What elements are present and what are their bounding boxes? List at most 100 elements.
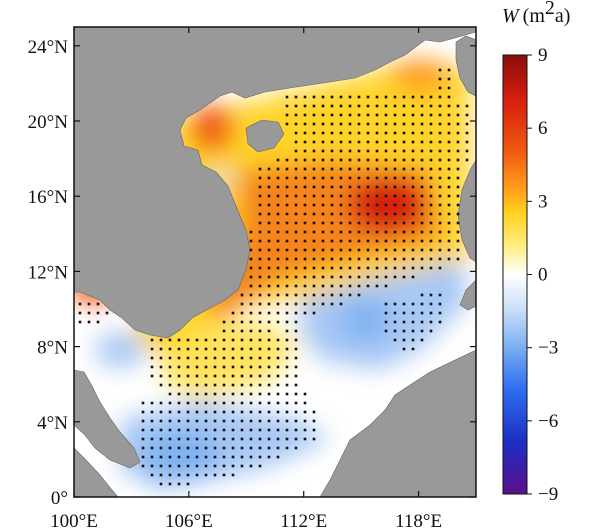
stipple-dot [348, 167, 352, 171]
stipple-dot [420, 95, 424, 99]
stipple-dot [267, 329, 271, 333]
stipple-dot [420, 158, 424, 162]
stipple-dot [96, 302, 100, 306]
stipple-dot [321, 248, 325, 252]
stipple-dot [447, 131, 451, 135]
stipple-dot [258, 293, 262, 297]
stipple-dot [465, 104, 469, 108]
stipple-dot [249, 437, 253, 441]
stipple-dot [258, 329, 262, 333]
stipple-dot [438, 221, 442, 225]
stipple-dot [267, 248, 271, 252]
stipple-dot [348, 230, 352, 234]
stipple-dot [438, 257, 442, 261]
stipple-dot [294, 122, 298, 126]
stipple-dot [411, 167, 415, 171]
stipple-dot [294, 131, 298, 135]
colorbar-unit-sup: 2 [545, 0, 555, 19]
stipple-dot [438, 131, 442, 135]
stipple-dot [258, 176, 262, 180]
stipple-dot [294, 248, 298, 252]
colorbar-variable: W [502, 5, 521, 27]
stipple-dot [393, 266, 397, 270]
lon-tick-label: 118°E [395, 511, 442, 532]
stipple-dot [339, 248, 343, 252]
stipple-dot [285, 356, 289, 360]
stipple-dot [402, 221, 406, 225]
stipple-dot [393, 185, 397, 189]
stipple-dot [339, 293, 343, 297]
stipple-dot [420, 338, 424, 342]
stipple-dot [294, 320, 298, 324]
stipple-dot [240, 392, 244, 396]
stipple-dot [375, 95, 379, 99]
stipple-dot [456, 113, 460, 117]
stipple-dot [348, 176, 352, 180]
stipple-dot [249, 239, 253, 243]
stipple-dot [150, 374, 154, 378]
stipple-dot [240, 329, 244, 333]
stipple-dot [348, 284, 352, 288]
stipple-dot [312, 302, 316, 306]
stipple-dot [402, 176, 406, 180]
stipple-dot [312, 293, 316, 297]
stipple-dot [312, 167, 316, 171]
stipple-dot [258, 383, 262, 387]
stipple-dot [384, 185, 388, 189]
stipple-dot [240, 311, 244, 315]
stipple-dot [438, 68, 442, 72]
stipple-dot [366, 284, 370, 288]
stipple-dot [411, 329, 415, 333]
stipple-dot [267, 212, 271, 216]
stipple-dot [294, 194, 298, 198]
stipple-dot [393, 320, 397, 324]
stipple-dot [393, 104, 397, 108]
stipple-dot [258, 347, 262, 351]
stipple-dot [276, 212, 280, 216]
stipple-dot [186, 347, 190, 351]
stipple-dot [267, 437, 271, 441]
stipple-dot [447, 167, 451, 171]
stipple-dot [312, 275, 316, 279]
stipple-dot [411, 266, 415, 270]
stipple-dot [195, 446, 199, 450]
colorbar-unit-tail: a [555, 5, 564, 27]
stipple-dot [249, 347, 253, 351]
stipple-dot [456, 239, 460, 243]
stipple-dot [420, 320, 424, 324]
stipple-dot [267, 392, 271, 396]
stipple-dot [303, 275, 307, 279]
stipple-dot [330, 248, 334, 252]
stipple-dot [177, 338, 181, 342]
stipple-dot [231, 347, 235, 351]
stipple-dot [330, 293, 334, 297]
stipple-dot [96, 311, 100, 315]
stipple-dot [420, 329, 424, 333]
plot-frame [73, 26, 477, 498]
stipple-dot [177, 419, 181, 423]
stipple-dot [411, 320, 415, 324]
stipple-dot [294, 329, 298, 333]
land-philippines [457, 159, 476, 263]
stipple-dot [375, 248, 379, 252]
stipple-dot [456, 158, 460, 162]
stipple-dot [294, 176, 298, 180]
stipple-dot [393, 95, 397, 99]
stipple-dot [294, 347, 298, 351]
stipple-dot [249, 383, 253, 387]
stipple-dot [240, 455, 244, 459]
stipple-dot [375, 131, 379, 135]
stipple-dot [402, 338, 406, 342]
stipple-dot [429, 302, 433, 306]
stipple-dot [411, 158, 415, 162]
stipple-dot [285, 383, 289, 387]
stipple-dot [303, 203, 307, 207]
stipple-dot [258, 194, 262, 198]
stipple-dot [402, 248, 406, 252]
stipple-dot [339, 113, 343, 117]
stipple-dot [312, 203, 316, 207]
stipple-dot [420, 131, 424, 135]
colorbar-tick-label: −9 [538, 484, 558, 505]
stipple-dot [294, 419, 298, 423]
stipple-dot [204, 446, 208, 450]
